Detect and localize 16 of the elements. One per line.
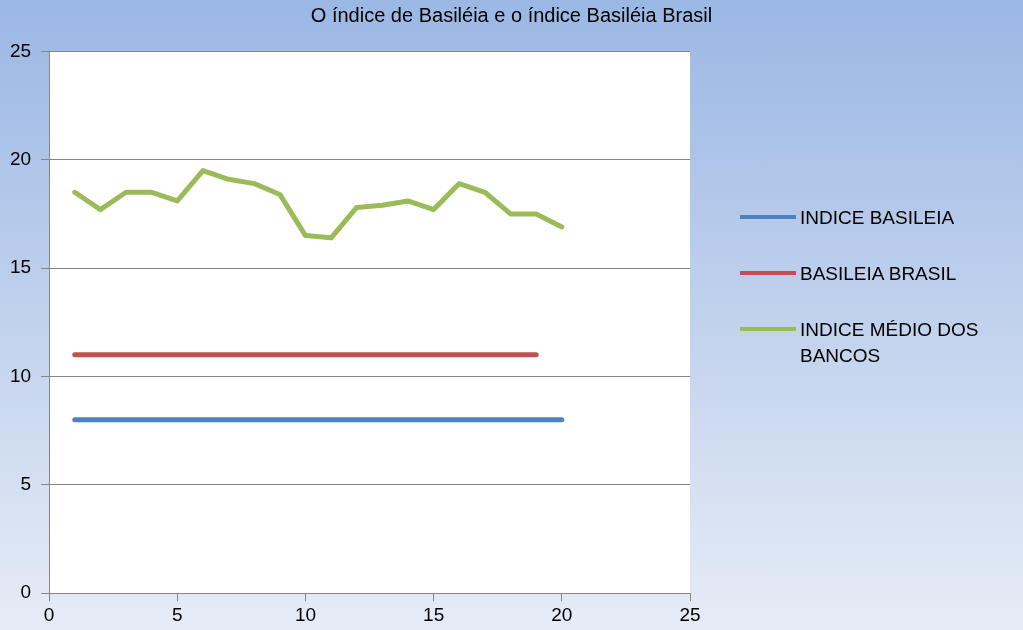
x-tick-label: 5 — [172, 603, 183, 625]
y-tick-label: 25 — [9, 39, 32, 61]
legend-label: BASILEIA BRASIL — [800, 262, 957, 286]
x-tick-label: 10 — [294, 603, 317, 625]
y-tick-label: 0 — [20, 581, 32, 603]
x-tick-label: 25 — [679, 603, 701, 625]
x-tick-label: 20 — [551, 603, 573, 625]
y-tick-label: 5 — [20, 473, 32, 495]
x-tick-label: 15 — [423, 603, 445, 625]
legend-label: INDICE BASILEIA — [800, 206, 955, 230]
chart-title: O índice de Basiléia e o índice Basiléia Brasil — [309, 4, 714, 27]
y-tick-label: 20 — [9, 147, 32, 169]
legend-label: INDICE MÉDIO DOS BANCOS — [800, 318, 980, 368]
y-tick-label: 10 — [9, 364, 32, 386]
x-tick-label: 0 — [43, 603, 55, 625]
y-tick-label: 15 — [9, 256, 32, 278]
